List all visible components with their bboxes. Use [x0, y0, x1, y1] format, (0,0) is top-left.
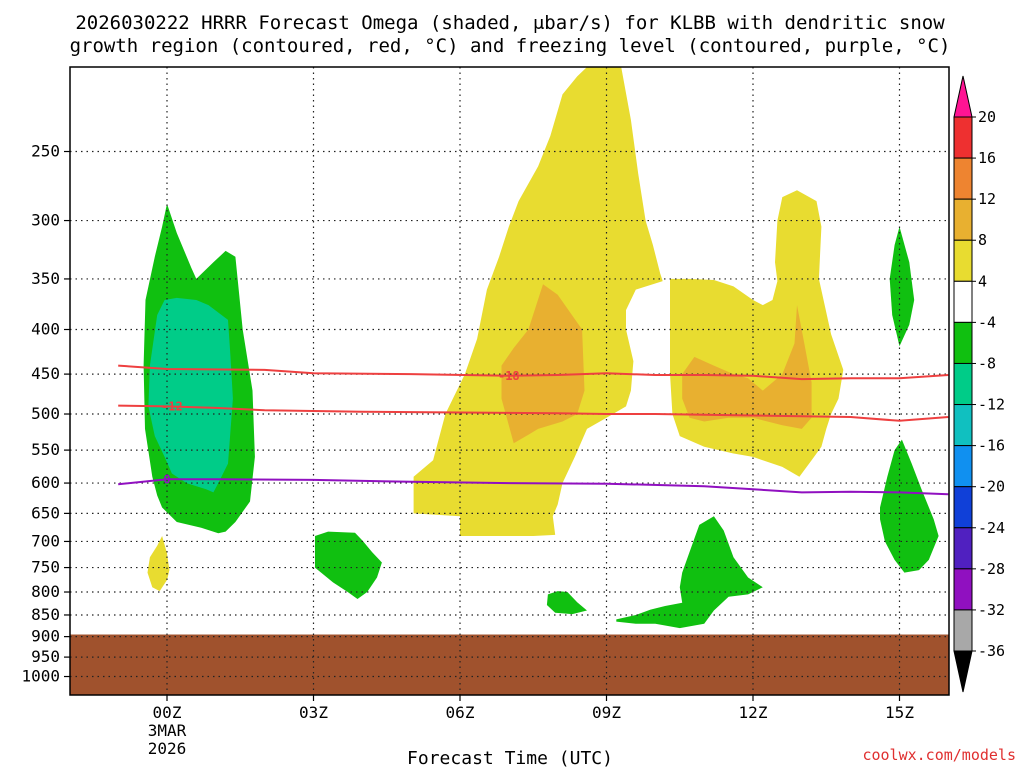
- omega-orange-right: [682, 305, 812, 429]
- y-tick-label-350: 350: [31, 269, 60, 288]
- omega-green-08z: [546, 591, 587, 615]
- colorbar-label-8: -16: [978, 437, 1005, 455]
- omega-yellow-small: [147, 536, 170, 592]
- colorbar-swatch-1: [953, 157, 973, 200]
- colorbar-swatch-3: [953, 239, 973, 282]
- y-tick-label-300: 300: [31, 211, 60, 230]
- colorbar-swatch-6: [953, 362, 973, 406]
- colorbar-label-4: 4: [978, 272, 987, 290]
- y-tick-label-750: 750: [31, 558, 60, 577]
- colorbar-swatch-2: [953, 198, 973, 241]
- x-axis-label: Forecast Time (UTC): [407, 748, 613, 768]
- chart-title-line2: growth region (contoured, red, °C) and f…: [70, 35, 951, 57]
- freezing-level-line-label: 0: [163, 472, 170, 486]
- credit-text: coolwx.com/models: [862, 746, 1016, 764]
- contour-layer: -18 -12 0: [118, 364, 949, 496]
- x-tick-date-year: 2026: [148, 739, 187, 758]
- ground-layer: [70, 634, 949, 695]
- shaded-omega-layer: [143, 67, 939, 629]
- colorbar-swatch-12: [953, 609, 973, 652]
- y-tick-label-950: 950: [31, 647, 60, 666]
- colorbar-label-0: 20: [978, 108, 996, 126]
- x-tick-label-15: 15Z: [885, 703, 914, 722]
- x-tick-label-12: 12Z: [739, 703, 768, 722]
- dgz-minus12-line: [118, 404, 949, 422]
- colorbar-label-7: -12: [978, 396, 1005, 414]
- colorbar-label-1: 16: [978, 149, 996, 167]
- colorbar-swatch-7: [953, 404, 973, 447]
- y-tick-label-450: 450: [31, 364, 60, 383]
- x-tick-label-3: 03Z: [299, 703, 328, 722]
- colorbar-label-2: 12: [978, 190, 996, 208]
- dgz-minus18-line-label: -18: [498, 369, 520, 383]
- y-tick-label-650: 650: [31, 503, 60, 522]
- ground-fill: [70, 634, 949, 695]
- y-tick-label-850: 850: [31, 605, 60, 624]
- omega-orange-center: [501, 284, 585, 444]
- chart-title-line1: 2026030222 HRRR Forecast Omega (shaded, …: [75, 12, 945, 34]
- colorbar-swatch-5: [953, 321, 973, 364]
- x-tick-label-9: 09Z: [592, 703, 621, 722]
- y-tick-label-1000: 1000: [21, 667, 60, 686]
- gridlines: [70, 67, 949, 695]
- colorbar-swatch-4: [953, 280, 973, 323]
- colorbar-swatch-8: [953, 445, 973, 488]
- colorbar-swatch-10: [953, 527, 973, 570]
- dgz-minus18-line: [118, 364, 949, 381]
- colorbar-label-5: -4: [978, 313, 996, 331]
- colorbar-label-9: -20: [978, 478, 1005, 496]
- omega-yellow-right: [670, 190, 844, 477]
- omega-teal-left: [148, 297, 233, 493]
- colorbar-label-11: -28: [978, 560, 1005, 578]
- y-tick-label-900: 900: [31, 627, 60, 646]
- y-tick-label-550: 550: [31, 440, 60, 459]
- colorbar-label-6: -8: [978, 354, 996, 372]
- colorbar-label-12: -32: [978, 601, 1005, 619]
- y-tick-label-700: 700: [31, 531, 60, 550]
- colorbar-bottom-arrow: [953, 650, 973, 693]
- y-axis: 250 300 350 400 450 500 550 600 650 700 750 800 850 9…: [21, 142, 70, 686]
- y-tick-label-600: 600: [31, 473, 60, 492]
- y-tick-label-250: 250: [31, 142, 60, 161]
- y-tick-label-800: 800: [31, 582, 60, 601]
- x-tick-date-month: 3MAR: [148, 721, 187, 740]
- omega-green-15z-lower: [880, 439, 939, 573]
- x-tick-label-6: 06Z: [446, 703, 475, 722]
- y-tick-label-400: 400: [31, 320, 60, 339]
- colorbar-label-13: -36: [978, 642, 1005, 660]
- colorbar-label-10: -24: [978, 519, 1005, 537]
- plot-frame: [69, 66, 950, 696]
- colorbar: 20 16 12 8 4 -4 -8 -12 -16 -20 -24 -28 -32 -36: [953, 75, 1005, 693]
- colorbar-swatch-11: [953, 568, 973, 611]
- y-tick-label-500: 500: [31, 404, 60, 423]
- colorbar-top-arrow: [953, 75, 973, 118]
- colorbar-swatch-0: [953, 116, 973, 159]
- omega-green-15z-upper: [889, 226, 915, 347]
- dgz-minus12-line-label: -12: [161, 400, 183, 414]
- omega-green-03z: [315, 531, 382, 599]
- x-tick-label-0: 00Z: [153, 703, 182, 722]
- colorbar-label-3: 8: [978, 231, 987, 249]
- colorbar-swatch-9: [953, 486, 973, 529]
- omega-green-11z: [616, 516, 763, 629]
- freezing-level-line: [118, 478, 949, 496]
